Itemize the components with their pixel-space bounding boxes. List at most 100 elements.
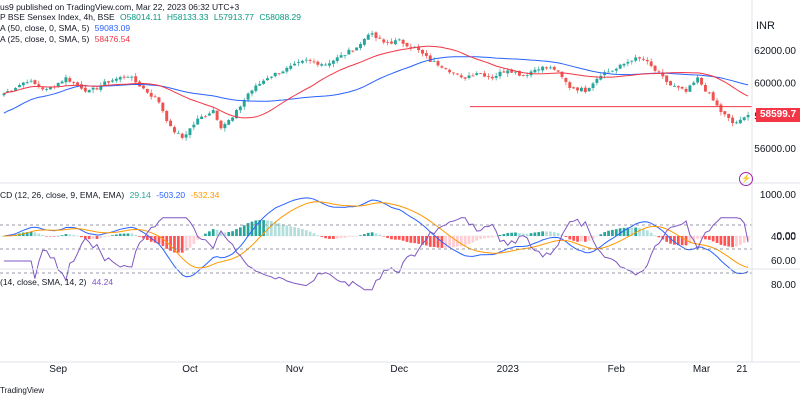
- macd-histogram-bar: [49, 236, 52, 237]
- macd-histogram-bar: [262, 220, 265, 236]
- candle-body: [343, 55, 347, 57]
- macd-histogram-bar: [397, 236, 401, 240]
- candle-body: [21, 82, 25, 86]
- macd-signal-value: -532.34: [190, 190, 220, 200]
- candle-body: [676, 86, 680, 88]
- candle-body: [649, 61, 653, 67]
- macd-histogram-bar: [529, 233, 533, 236]
- candle-body: [479, 73, 483, 75]
- candle-body: [87, 90, 91, 93]
- macd-histogram-bar: [238, 227, 242, 236]
- symbol-text: P BSE Sensex Index, 4h, BSE: [0, 12, 115, 22]
- candle-body: [525, 75, 529, 76]
- candle-body: [316, 61, 320, 65]
- macd-histogram-bar: [374, 233, 378, 236]
- candle-body: [153, 96, 157, 98]
- macd-histogram-bar: [33, 232, 37, 236]
- candle-body: [700, 77, 704, 85]
- macd-histogram-bar: [328, 236, 331, 239]
- macd-histogram-bar: [483, 236, 486, 239]
- tradingview-footer: TradingView: [0, 386, 45, 395]
- macd-histogram-bar: [169, 236, 172, 251]
- macd-histogram-bar: [258, 220, 262, 236]
- candle-body: [347, 49, 351, 55]
- candle-body: [95, 88, 99, 90]
- macd-histogram-bar: [211, 229, 215, 236]
- macd-histogram-bar: [363, 234, 366, 236]
- candle-body: [514, 71, 517, 73]
- macd-histogram-bar: [657, 236, 661, 238]
- candle-body: [60, 81, 64, 84]
- candle-body: [308, 59, 312, 61]
- macd-histogram-bar: [45, 236, 48, 237]
- macd-histogram-bar: [603, 232, 607, 236]
- ma25-line: [3, 45, 749, 119]
- macd-histogram-bar: [161, 236, 165, 247]
- rsi-pane: [0, 217, 752, 291]
- macd-histogram-bar: [134, 234, 138, 236]
- macd-histogram-bar: [669, 236, 672, 244]
- macd-histogram-bar: [64, 234, 68, 236]
- candle-body: [83, 87, 87, 92]
- candle-body: [289, 65, 293, 69]
- macd-histogram-bar: [324, 236, 327, 239]
- macd-histogram-bar: [138, 236, 141, 237]
- candle-body: [56, 82, 60, 87]
- macd-histogram-bar: [95, 236, 99, 239]
- candle-body: [669, 81, 673, 86]
- candle-body: [564, 78, 568, 82]
- candle-body: [475, 73, 479, 75]
- macd-hist-value: 29.14: [129, 190, 151, 200]
- candle-body: [417, 46, 421, 51]
- candle-body: [304, 59, 308, 61]
- candle-body: [459, 75, 463, 78]
- candle-body: [45, 89, 49, 90]
- candle-body: [99, 85, 103, 90]
- candle-body: [266, 78, 269, 81]
- rsi-legend[interactable]: (14, close, SMA, 14, 2) 44.24: [0, 277, 116, 288]
- macd-histogram-bar: [355, 236, 358, 237]
- candle-body: [176, 132, 180, 134]
- candle-body: [390, 41, 393, 44]
- macd-histogram-bar: [41, 235, 45, 236]
- macd-histogram-bar: [378, 234, 382, 236]
- currency-label: INR: [756, 20, 775, 32]
- macd-histogram-bar: [246, 223, 250, 236]
- macd-histogram-bar: [130, 233, 134, 236]
- macd-histogram-bar: [723, 236, 727, 246]
- candle-body: [734, 122, 738, 124]
- ma25-legend[interactable]: A (25, close, 0, SMA, 5) 58476.54: [0, 34, 133, 45]
- macd-histogram-bar: [587, 236, 591, 241]
- macd-histogram-bar: [452, 236, 455, 248]
- candle-body: [262, 80, 266, 84]
- ma50-legend[interactable]: A (50, close, 0, SMA, 5) 59083.09: [0, 23, 133, 34]
- rsi-tick-label: 40.00: [771, 232, 796, 243]
- macd-histogram-bar: [727, 236, 731, 247]
- candle-body: [502, 71, 506, 73]
- macd-histogram-bar: [471, 236, 475, 243]
- macd-histogram-bar: [231, 231, 234, 236]
- open-value: O58014.11: [120, 12, 162, 22]
- candle-body: [560, 71, 564, 78]
- time-tick-label: Dec: [390, 364, 408, 375]
- candle-body: [715, 100, 719, 106]
- macd-histogram-bar: [72, 234, 76, 236]
- macd-legend[interactable]: CD (12, 26, close, 9, EMA, EMA) 29.14 -5…: [0, 190, 222, 201]
- candle-body: [533, 69, 537, 73]
- macd-histogram-bar: [351, 236, 355, 237]
- lightning-icon[interactable]: ⚡: [739, 172, 753, 186]
- macd-histogram-bar: [502, 234, 506, 236]
- macd-histogram-bar: [99, 236, 103, 239]
- rsi-tick-label: 60.00: [771, 256, 796, 267]
- candle-body: [281, 71, 285, 74]
- candle-body: [746, 115, 750, 118]
- candle-body: [366, 34, 370, 40]
- candle-body: [285, 67, 289, 72]
- macd-histogram-bar: [432, 236, 436, 248]
- candle-body: [335, 57, 339, 62]
- candle-body: [33, 80, 37, 84]
- candle-body: [452, 72, 455, 74]
- candle-body: [483, 73, 486, 77]
- candle-body: [196, 118, 200, 125]
